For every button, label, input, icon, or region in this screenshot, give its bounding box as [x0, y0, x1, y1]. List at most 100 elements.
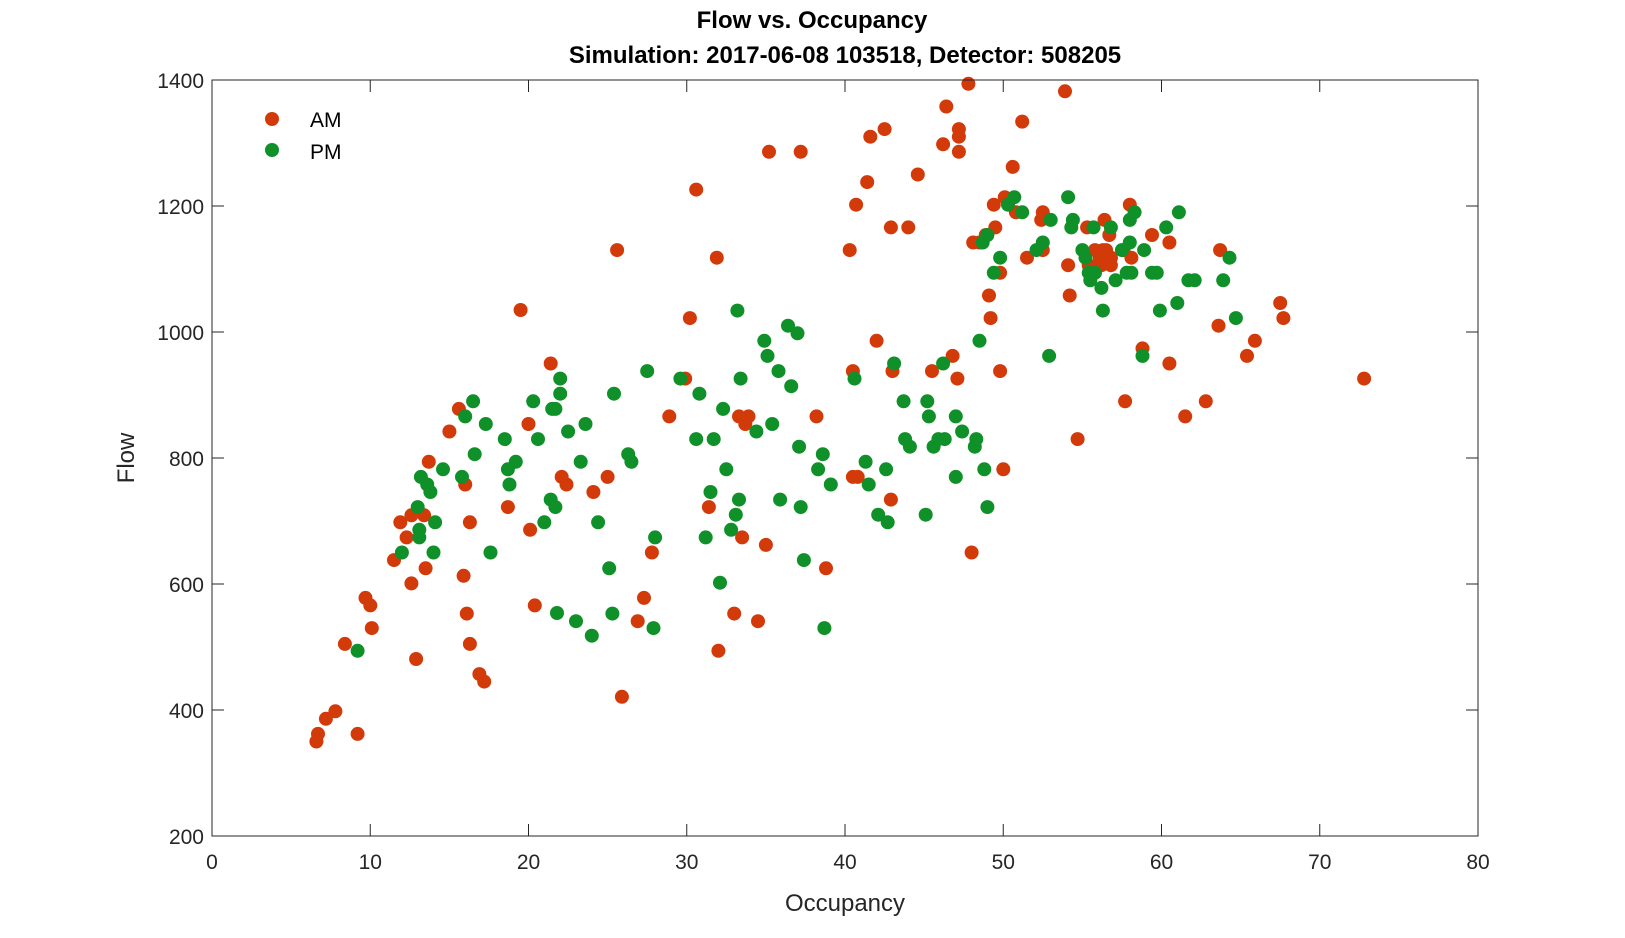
data-point-pm [733, 371, 748, 386]
data-point-am [1062, 288, 1077, 303]
data-point-pm [578, 417, 593, 431]
data-point-am [1124, 250, 1139, 265]
data-point-pm [871, 507, 886, 522]
data-point-pm [698, 530, 713, 545]
data-point-pm [815, 447, 830, 462]
data-point-am [709, 250, 724, 265]
data-point-pm [1135, 348, 1150, 363]
data-point-am [1198, 394, 1213, 409]
data-point-pm [784, 379, 799, 394]
y-tick-label: 1200 [157, 196, 204, 219]
data-point-am [1020, 250, 1034, 265]
data-point-am [1357, 371, 1372, 386]
data-point-pm [713, 575, 727, 590]
data-point-am [849, 197, 864, 212]
data-point-pm [423, 485, 438, 499]
data-point-pm [921, 409, 936, 424]
data-point-pm [573, 454, 588, 469]
data-point-am [1070, 432, 1085, 447]
data-point-am [883, 492, 898, 507]
data-point-pm [605, 606, 620, 621]
data-point-pm [1043, 212, 1058, 227]
data-point-am [328, 704, 343, 719]
data-point-pm [980, 228, 995, 242]
data-point-am [1162, 356, 1177, 371]
data-point-pm [1094, 280, 1109, 295]
x-tick-label: 0 [206, 851, 218, 874]
data-point-pm [749, 424, 764, 439]
data-point-am [850, 469, 865, 484]
data-point-am [662, 409, 677, 424]
data-point-pm [458, 409, 473, 424]
data-point-pm [426, 545, 441, 560]
data-point-am [586, 485, 601, 499]
data-point-am [925, 364, 939, 379]
data-point-am [543, 356, 558, 371]
data-point-pm [765, 417, 780, 431]
data-point-pm [757, 333, 772, 348]
data-point-am [363, 598, 378, 613]
y-tick-label: 600 [169, 574, 204, 597]
y-axis: 200 400 600 800 1000 1200 1400 [157, 70, 1478, 849]
data-point-pm [548, 500, 563, 515]
data-point-pm [591, 515, 606, 530]
data-point-pm [1103, 220, 1118, 235]
data-point-pm [550, 606, 564, 620]
data-point-pm [412, 530, 427, 545]
data-point-am [996, 462, 1011, 477]
data-point-pm [972, 333, 987, 348]
data-point-pm [508, 454, 523, 469]
x-tick-label: 20 [517, 851, 540, 874]
data-point-pm [1149, 265, 1164, 280]
data-point-pm [948, 409, 963, 424]
data-point-am [337, 636, 352, 651]
data-point-am [860, 175, 875, 190]
data-point-pm [732, 492, 746, 507]
data-point-pm [1088, 265, 1102, 280]
x-tick-label: 30 [675, 851, 698, 874]
data-point-am [610, 243, 625, 258]
data-point-pm [1222, 250, 1237, 265]
x-tick-label: 40 [833, 851, 856, 874]
data-point-pm [553, 386, 568, 401]
data-point-pm [410, 500, 425, 515]
legend-box [252, 98, 362, 170]
data-point-am [442, 424, 457, 439]
data-point-am [1118, 394, 1133, 409]
data-point-am [456, 568, 471, 583]
data-point-am [910, 167, 925, 182]
data-point-pm [847, 371, 862, 386]
data-point-pm [1086, 220, 1101, 235]
data-point-pm [1015, 205, 1030, 220]
data-point-am [1276, 311, 1291, 326]
data-point-pm [455, 469, 469, 484]
data-point-pm [1122, 235, 1137, 250]
data-point-pm [781, 318, 795, 333]
data-point-am [727, 606, 742, 621]
data-point-pm [1216, 273, 1231, 288]
data-point-pm [986, 265, 1001, 280]
data-point-am [399, 530, 414, 545]
data-point-pm [948, 469, 963, 484]
plot-area [212, 80, 1478, 836]
data-point-am [945, 348, 960, 363]
data-point-am [559, 477, 574, 492]
data-point-pm [526, 394, 541, 409]
data-point-am [644, 545, 659, 560]
chart-subtitle: Simulation: 2017-06-08 103518, Detector:… [569, 42, 1121, 69]
data-point-pm [703, 485, 718, 499]
data-point-pm [531, 432, 545, 447]
data-point-pm [861, 477, 876, 492]
data-point-pm [537, 515, 552, 530]
data-point-pm [1095, 303, 1110, 318]
data-point-am [983, 311, 998, 326]
data-point-pm [969, 432, 984, 447]
data-point-pm [553, 371, 568, 386]
data-point-am [961, 76, 976, 91]
data-point-am [701, 500, 716, 515]
data-point-pm [569, 614, 583, 629]
data-point-pm [1061, 190, 1076, 205]
data-point-am [950, 371, 965, 386]
x-tick-label: 70 [1308, 851, 1331, 874]
data-point-am [364, 621, 379, 636]
